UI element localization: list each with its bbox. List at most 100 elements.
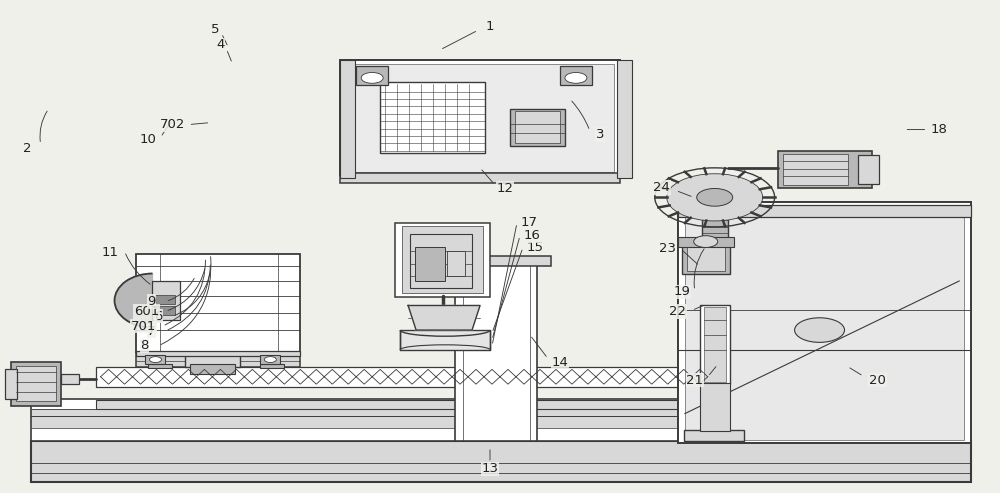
Bar — [31, 409, 698, 428]
Bar — [515, 111, 560, 143]
Bar — [260, 364, 284, 368]
Bar — [61, 374, 79, 384]
Text: 16: 16 — [524, 229, 540, 242]
Text: 18: 18 — [931, 123, 948, 136]
FancyArrowPatch shape — [493, 239, 519, 337]
FancyArrowPatch shape — [493, 250, 522, 330]
Text: 20: 20 — [869, 374, 886, 387]
Bar — [145, 354, 165, 364]
Circle shape — [697, 188, 733, 206]
Text: 17: 17 — [520, 216, 537, 229]
Bar — [356, 66, 388, 85]
Polygon shape — [408, 306, 480, 330]
Circle shape — [264, 356, 276, 362]
Bar — [155, 295, 175, 304]
Bar — [455, 259, 537, 441]
FancyArrowPatch shape — [850, 368, 861, 375]
Bar — [684, 430, 744, 441]
Bar — [682, 244, 730, 274]
Bar — [148, 364, 172, 368]
Bar — [380, 82, 485, 153]
Bar — [415, 246, 445, 281]
Bar — [136, 254, 300, 352]
Text: 6: 6 — [154, 310, 163, 323]
Text: 1: 1 — [486, 20, 494, 33]
Bar — [700, 306, 730, 384]
FancyArrowPatch shape — [165, 260, 205, 325]
Text: 4: 4 — [216, 38, 225, 51]
Bar — [340, 60, 355, 177]
Text: 24: 24 — [653, 181, 670, 194]
Bar — [136, 351, 300, 355]
Text: 5: 5 — [211, 23, 220, 35]
Bar — [687, 246, 725, 271]
Bar — [395, 223, 490, 297]
FancyArrowPatch shape — [161, 257, 211, 345]
FancyArrowPatch shape — [168, 279, 194, 301]
Bar — [700, 383, 730, 431]
Bar — [400, 330, 490, 350]
FancyArrowPatch shape — [227, 51, 231, 61]
Bar — [96, 400, 705, 409]
Bar — [858, 155, 879, 183]
Bar — [31, 441, 971, 483]
Bar — [402, 226, 483, 293]
Bar — [346, 64, 614, 172]
Bar — [260, 354, 280, 364]
Bar — [136, 352, 300, 367]
Text: 9: 9 — [147, 295, 156, 308]
Circle shape — [694, 236, 718, 247]
Circle shape — [667, 174, 763, 221]
Text: 22: 22 — [669, 305, 686, 318]
FancyArrowPatch shape — [168, 265, 210, 330]
FancyArrowPatch shape — [678, 191, 691, 196]
Bar — [778, 151, 872, 187]
FancyArrowPatch shape — [482, 170, 493, 183]
FancyArrowPatch shape — [532, 337, 546, 356]
Text: 19: 19 — [673, 285, 690, 298]
Text: 12: 12 — [496, 182, 513, 195]
Text: 701: 701 — [131, 319, 156, 333]
FancyArrowPatch shape — [443, 32, 476, 49]
Bar — [5, 369, 17, 399]
Bar — [443, 256, 551, 266]
Circle shape — [565, 72, 587, 83]
Bar — [447, 251, 465, 276]
Bar — [678, 202, 971, 443]
Text: 702: 702 — [160, 118, 185, 131]
Text: 11: 11 — [102, 246, 119, 259]
Bar — [678, 205, 971, 217]
FancyArrowPatch shape — [694, 306, 703, 309]
Bar — [11, 362, 61, 406]
FancyArrowPatch shape — [162, 122, 171, 135]
FancyArrowPatch shape — [493, 226, 516, 343]
Text: 13: 13 — [482, 462, 499, 475]
FancyArrowPatch shape — [175, 274, 210, 316]
Bar — [685, 206, 964, 440]
Bar — [152, 281, 180, 320]
Polygon shape — [115, 274, 152, 328]
Bar — [702, 187, 728, 242]
Text: 23: 23 — [659, 243, 676, 255]
FancyArrowPatch shape — [126, 254, 150, 284]
Text: 8: 8 — [140, 339, 149, 352]
Bar — [340, 60, 620, 175]
FancyArrowPatch shape — [223, 35, 227, 45]
FancyArrowPatch shape — [694, 249, 704, 288]
Bar — [155, 307, 175, 316]
Bar — [31, 399, 698, 441]
Bar — [96, 367, 705, 387]
Bar — [783, 154, 848, 184]
FancyArrowPatch shape — [683, 251, 698, 264]
Bar — [190, 364, 235, 374]
Text: 2: 2 — [23, 141, 32, 155]
Circle shape — [361, 72, 383, 83]
Text: 601: 601 — [134, 305, 159, 318]
Text: 15: 15 — [526, 241, 543, 254]
Bar — [510, 109, 565, 146]
Bar — [410, 234, 472, 288]
Bar — [16, 366, 56, 401]
Text: 21: 21 — [686, 374, 703, 387]
Bar — [678, 237, 734, 246]
Circle shape — [795, 318, 845, 342]
